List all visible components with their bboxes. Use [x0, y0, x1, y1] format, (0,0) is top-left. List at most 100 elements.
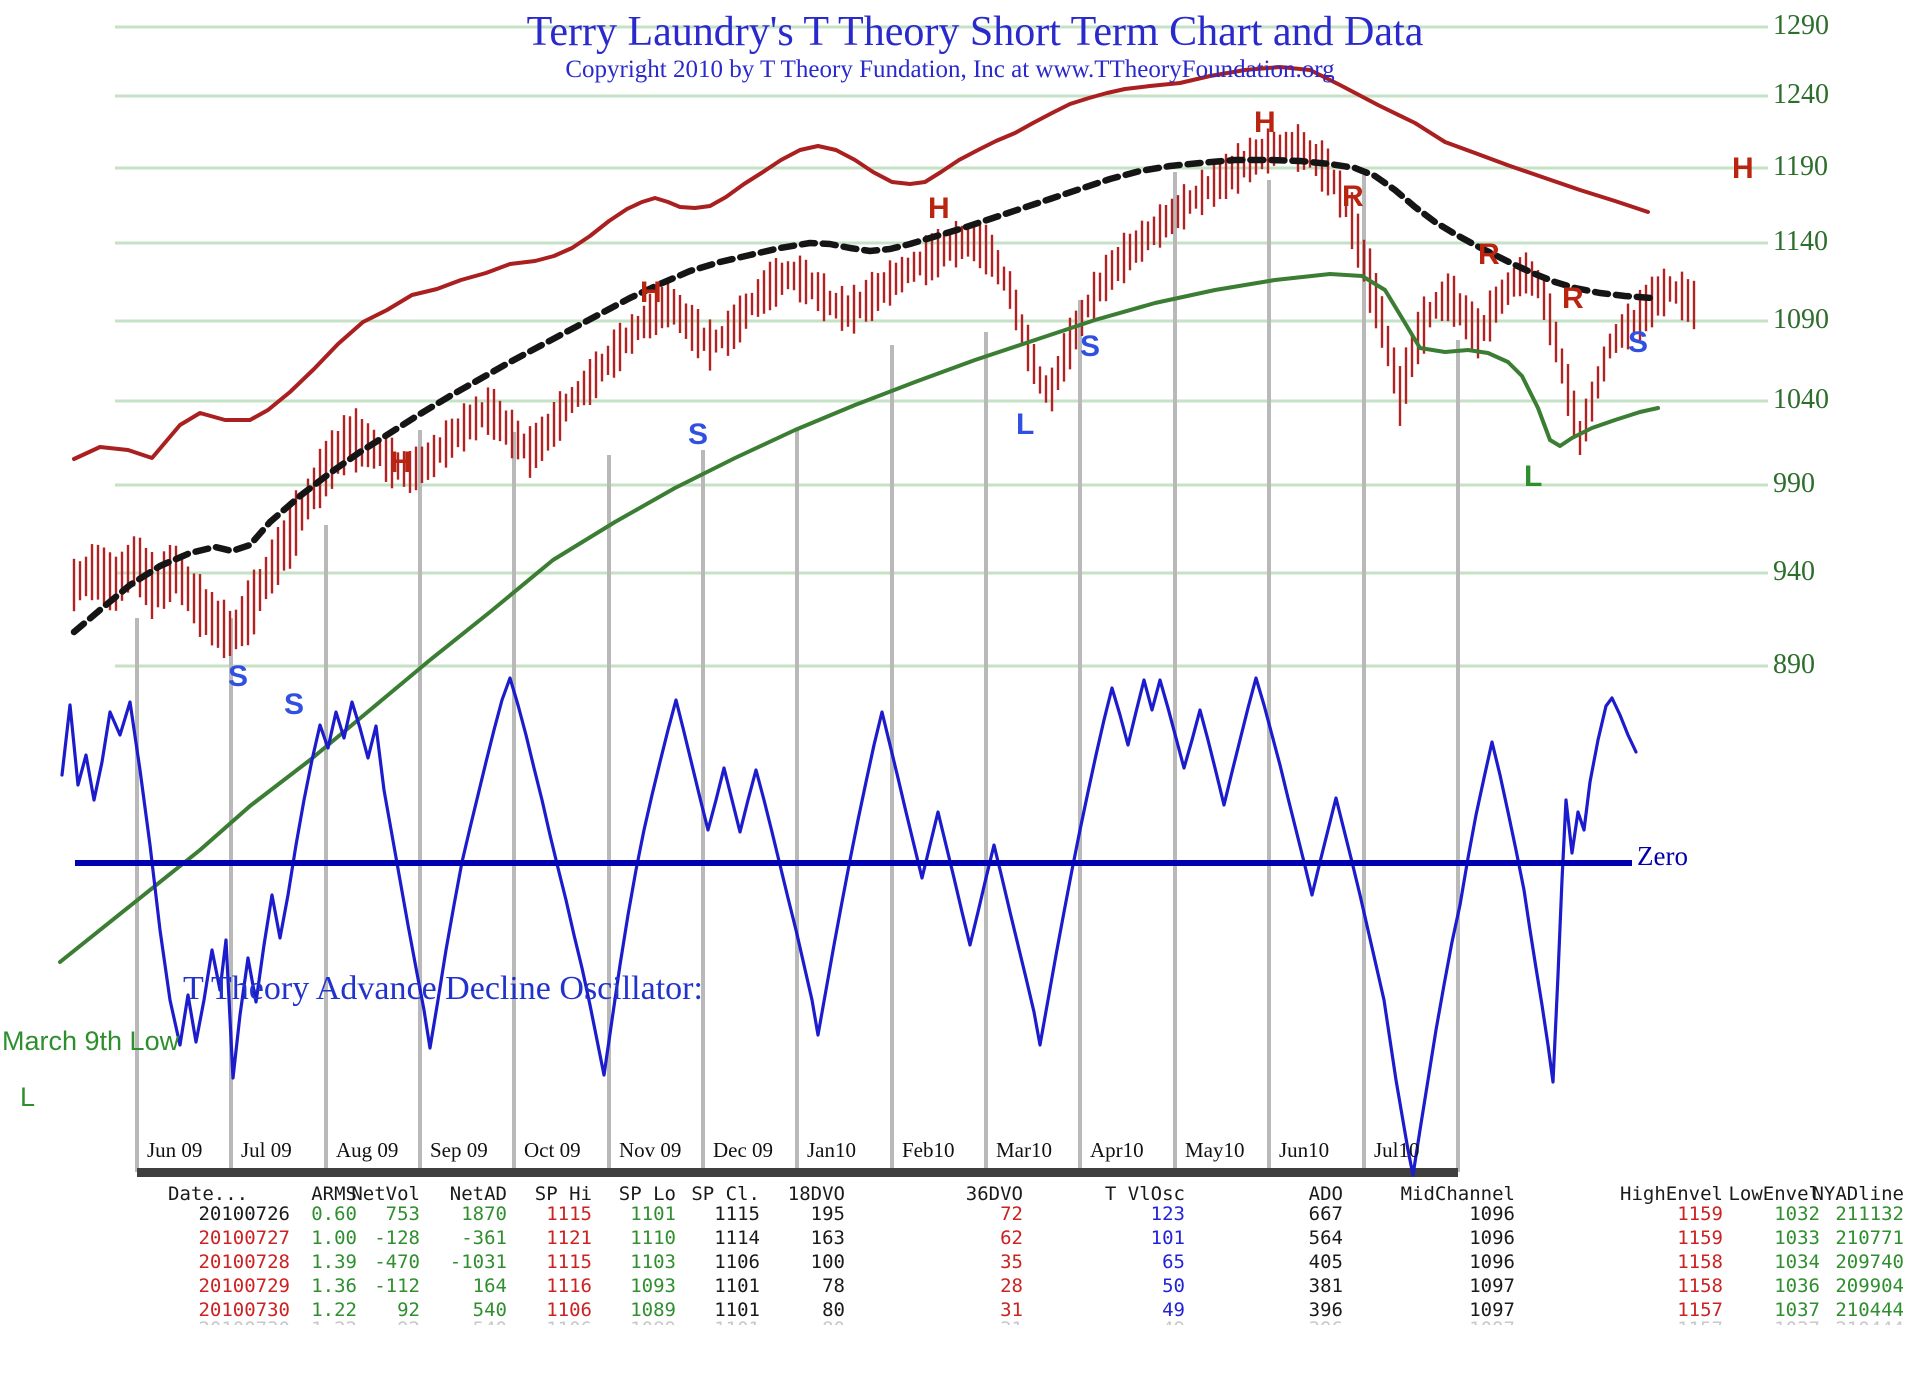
table-cell: 1036: [1774, 1275, 1820, 1297]
ghost-cell: 1.22: [311, 1318, 357, 1325]
table-cell: 210444: [1835, 1299, 1904, 1321]
ghost-cell: 1106: [546, 1318, 592, 1325]
mid-channel-line: [70, 156, 1656, 636]
table-header-lowenvel: LowEnvel: [1728, 1183, 1820, 1205]
table-cell: 381: [1308, 1275, 1343, 1297]
table-cell: 20100727: [198, 1227, 290, 1249]
table-cell: 1106: [546, 1299, 592, 1321]
table-header-36dvo: 36DVO: [965, 1183, 1023, 1205]
table-cell: 1032: [1774, 1203, 1820, 1225]
table-header-ado: ADO: [1308, 1183, 1343, 1205]
pivot-letter-r: R: [1478, 238, 1500, 271]
table-header-tvlosc: T VlOsc: [1104, 1183, 1185, 1205]
ghost-cell: 396: [1309, 1318, 1343, 1325]
table-cell: 1115: [546, 1203, 592, 1225]
pivot-letter-l: L: [1524, 460, 1543, 493]
y-axis-tick-label: 1190: [1773, 151, 1828, 182]
month-label: Jul10: [1374, 1138, 1420, 1162]
table-cell: 1103: [630, 1251, 676, 1273]
table-cell: 1097: [1469, 1275, 1515, 1297]
table-cell: 164: [472, 1275, 507, 1297]
y-axis-tick-label: 1240: [1773, 79, 1829, 110]
table-cell: 1101: [714, 1299, 760, 1321]
month-label: Feb10: [902, 1138, 955, 1162]
table-header-netvol: NetVol: [351, 1183, 420, 1205]
pivot-letter-h: H: [640, 276, 662, 309]
table-cell: 20100728: [198, 1251, 290, 1273]
table-cell: 396: [1308, 1299, 1343, 1321]
table-cell: 101: [1150, 1227, 1185, 1249]
month-label: May10: [1185, 1138, 1245, 1162]
table-cell: 1.22: [311, 1299, 357, 1321]
table-header-date: Date...: [168, 1183, 249, 1205]
table-cell: 1.36: [311, 1275, 357, 1297]
table-cell: 1116: [546, 1275, 592, 1297]
table-cell: 195: [810, 1203, 845, 1225]
ghost-cell: 49: [1162, 1318, 1185, 1325]
table-cell: 1097: [1469, 1299, 1515, 1321]
table-header-nyadline: NYADline: [1812, 1183, 1904, 1205]
table-cell: 80: [822, 1299, 845, 1321]
table-header-splo: SP Lo: [618, 1183, 676, 1205]
pivot-letter-r: R: [1342, 180, 1364, 213]
month-axis-bar: [137, 1168, 1458, 1177]
month-label: Nov 09: [619, 1138, 682, 1162]
copyright-line: Copyright 2010 by T Theory Fundation, In…: [565, 56, 1335, 83]
table-cell: 20100726: [198, 1203, 290, 1225]
month-label: Dec 09: [713, 1138, 774, 1162]
lower-envelope-line: [58, 272, 1660, 964]
table-cell: 1114: [714, 1227, 760, 1249]
table-cell: 210771: [1835, 1227, 1904, 1249]
table-cell: 1158: [1677, 1251, 1723, 1273]
table-cell: 1089: [630, 1299, 676, 1321]
upper-envelope-line: [72, 65, 1650, 461]
table-cell: 65: [1162, 1251, 1185, 1273]
month-label: Mar10: [996, 1138, 1052, 1162]
table-cell: 211132: [1835, 1203, 1904, 1225]
table-cell: 209904: [1835, 1275, 1904, 1297]
ghost-cell: 540: [473, 1318, 507, 1325]
table-cell: 1870: [461, 1203, 507, 1225]
table-cell: 1101: [630, 1203, 676, 1225]
pivot-letter-s: S: [688, 418, 709, 451]
ghost-cell: 20100730: [198, 1318, 290, 1325]
ghost-cell: 92: [397, 1318, 420, 1325]
table-header-spcl: SP Cl.: [691, 1183, 760, 1205]
month-label: Jul 09: [241, 1138, 292, 1162]
ghost-cell: 1097: [1469, 1318, 1515, 1325]
table-cell: 35: [1000, 1251, 1023, 1273]
y-axis-tick-label: 1040: [1773, 384, 1829, 415]
table-cell: 20100729: [198, 1275, 290, 1297]
month-label: Sep 09: [430, 1138, 488, 1162]
pivot-letter-s: S: [228, 660, 249, 693]
ghost-cell: 1089: [630, 1318, 676, 1325]
month-label: Jun 09: [147, 1138, 203, 1162]
page-title: Terry Laundry's T Theory Short Term Char…: [526, 9, 1424, 55]
table-cell: 1157: [1677, 1299, 1723, 1321]
table-cell: 1.00: [311, 1227, 357, 1249]
pivot-letter-l: L: [1016, 408, 1035, 441]
table-cell: 1159: [1677, 1227, 1723, 1249]
table-cell: 1034: [1774, 1251, 1820, 1273]
table-cell: 1115: [546, 1251, 592, 1273]
table-cell: 1037: [1774, 1299, 1820, 1321]
table-cell: 1096: [1469, 1227, 1515, 1249]
month-label: Aug 09: [336, 1138, 399, 1162]
table-cell: 20100730: [198, 1299, 290, 1321]
pivot-letter-h: H: [1254, 106, 1276, 139]
y-axis-tick-label: 990: [1773, 468, 1815, 499]
table-cell: 1159: [1677, 1203, 1723, 1225]
table-cell: 1110: [630, 1227, 676, 1249]
y-axis-tick-label: 1090: [1773, 304, 1829, 335]
table-cell: 209740: [1835, 1251, 1904, 1273]
table-cell: 78: [822, 1275, 845, 1297]
month-label: Jun10: [1279, 1138, 1330, 1162]
table-cell: 753: [385, 1203, 420, 1225]
ghost-cell: 1157: [1677, 1318, 1723, 1325]
table-cell: 49: [1162, 1299, 1185, 1321]
y-axis-tick-label: 890: [1773, 649, 1815, 680]
table-cell: -1031: [449, 1251, 507, 1273]
table-cell: 1.39: [311, 1251, 357, 1273]
